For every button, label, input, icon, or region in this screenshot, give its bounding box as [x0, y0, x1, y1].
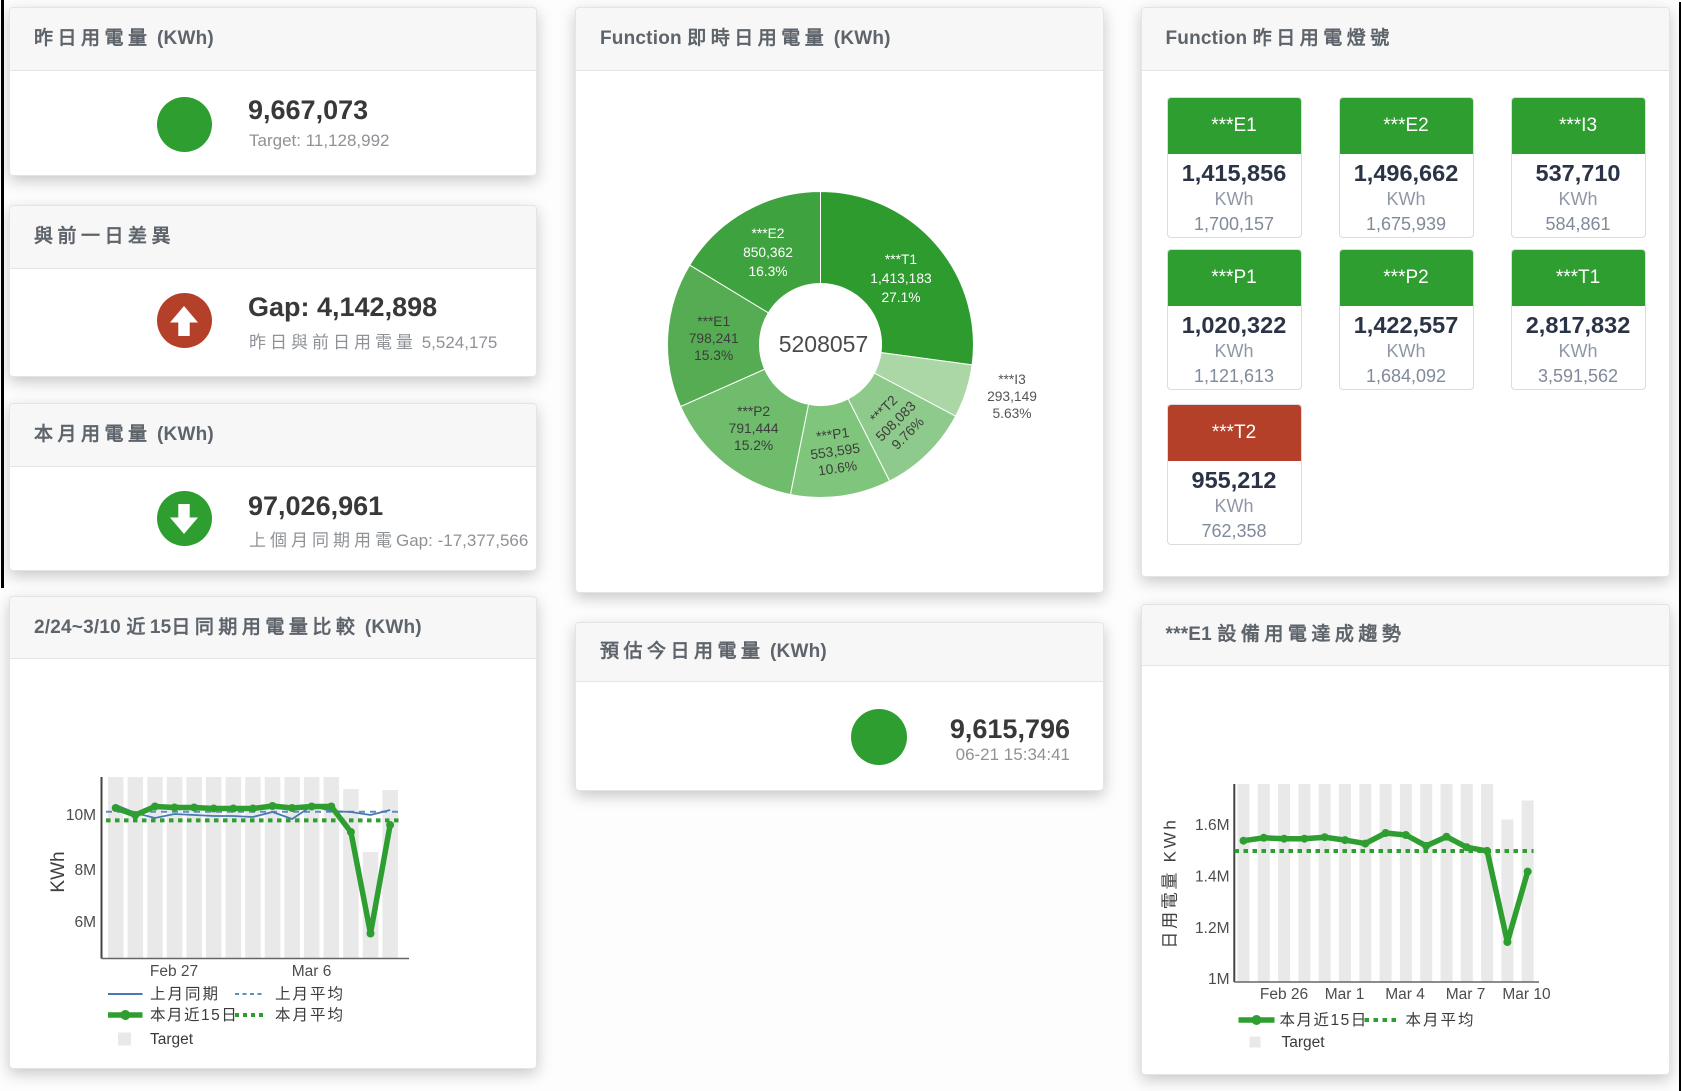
svg-text:上月平均: 上月平均 — [275, 985, 345, 1003]
svg-text:Mar 6: Mar 6 — [292, 963, 332, 980]
svg-text:Mar 7: Mar 7 — [1445, 986, 1485, 1003]
svg-text:10M: 10M — [66, 807, 96, 824]
svg-text:Mar 4: Mar 4 — [1385, 986, 1425, 1003]
svg-text:***I3: ***I3 — [998, 372, 1026, 387]
svg-text:791,444: 791,444 — [729, 421, 779, 436]
svg-text:1.4M: 1.4M — [1195, 869, 1229, 886]
svg-text:15.3%: 15.3% — [694, 348, 733, 363]
svg-text:Mar 1: Mar 1 — [1324, 986, 1364, 1003]
svg-text:上月同期: 上月同期 — [150, 985, 220, 1003]
svg-text:本月平均: 本月平均 — [1405, 1011, 1475, 1029]
svg-text:本月近15日: 本月近15日 — [1279, 1011, 1367, 1029]
svg-text:***E1: ***E1 — [697, 314, 730, 329]
svg-text:Target: Target — [1281, 1034, 1325, 1051]
svg-text:日用電量 KWh: 日用電量 KWh — [1160, 817, 1179, 948]
svg-text:1M: 1M — [1207, 971, 1229, 988]
svg-text:798,241: 798,241 — [689, 331, 739, 346]
svg-text:15.2%: 15.2% — [734, 438, 773, 453]
svg-text:本月平均: 本月平均 — [275, 1006, 345, 1024]
svg-text:Target: Target — [150, 1031, 194, 1048]
svg-text:850,362: 850,362 — [743, 245, 793, 260]
svg-text:553,595: 553,595 — [809, 441, 861, 463]
svg-text:1.2M: 1.2M — [1195, 920, 1229, 937]
svg-text:1.6M: 1.6M — [1195, 817, 1229, 834]
svg-text:KWh: KWh — [48, 851, 69, 892]
svg-text:***T1: ***T1 — [885, 252, 917, 267]
svg-text:***P2: ***P2 — [737, 404, 770, 419]
svg-text:Feb 27: Feb 27 — [150, 963, 198, 980]
svg-text:1,413,183: 1,413,183 — [870, 271, 932, 286]
svg-text:10.6%: 10.6% — [817, 458, 858, 478]
svg-text:***P1: ***P1 — [815, 425, 850, 444]
svg-text:27.1%: 27.1% — [881, 290, 920, 305]
svg-text:***E2: ***E2 — [752, 226, 785, 241]
svg-text:Mar 10: Mar 10 — [1502, 986, 1551, 1003]
svg-text:5208057: 5208057 — [779, 331, 869, 357]
svg-text:8M: 8M — [74, 862, 96, 879]
svg-text:6M: 6M — [74, 914, 96, 931]
svg-text:Feb 26: Feb 26 — [1259, 986, 1307, 1003]
svg-text:16.3%: 16.3% — [748, 264, 787, 279]
svg-text:本月近15日: 本月近15日 — [150, 1006, 238, 1024]
svg-text:5.63%: 5.63% — [992, 406, 1031, 421]
svg-text:293,149: 293,149 — [987, 389, 1037, 404]
